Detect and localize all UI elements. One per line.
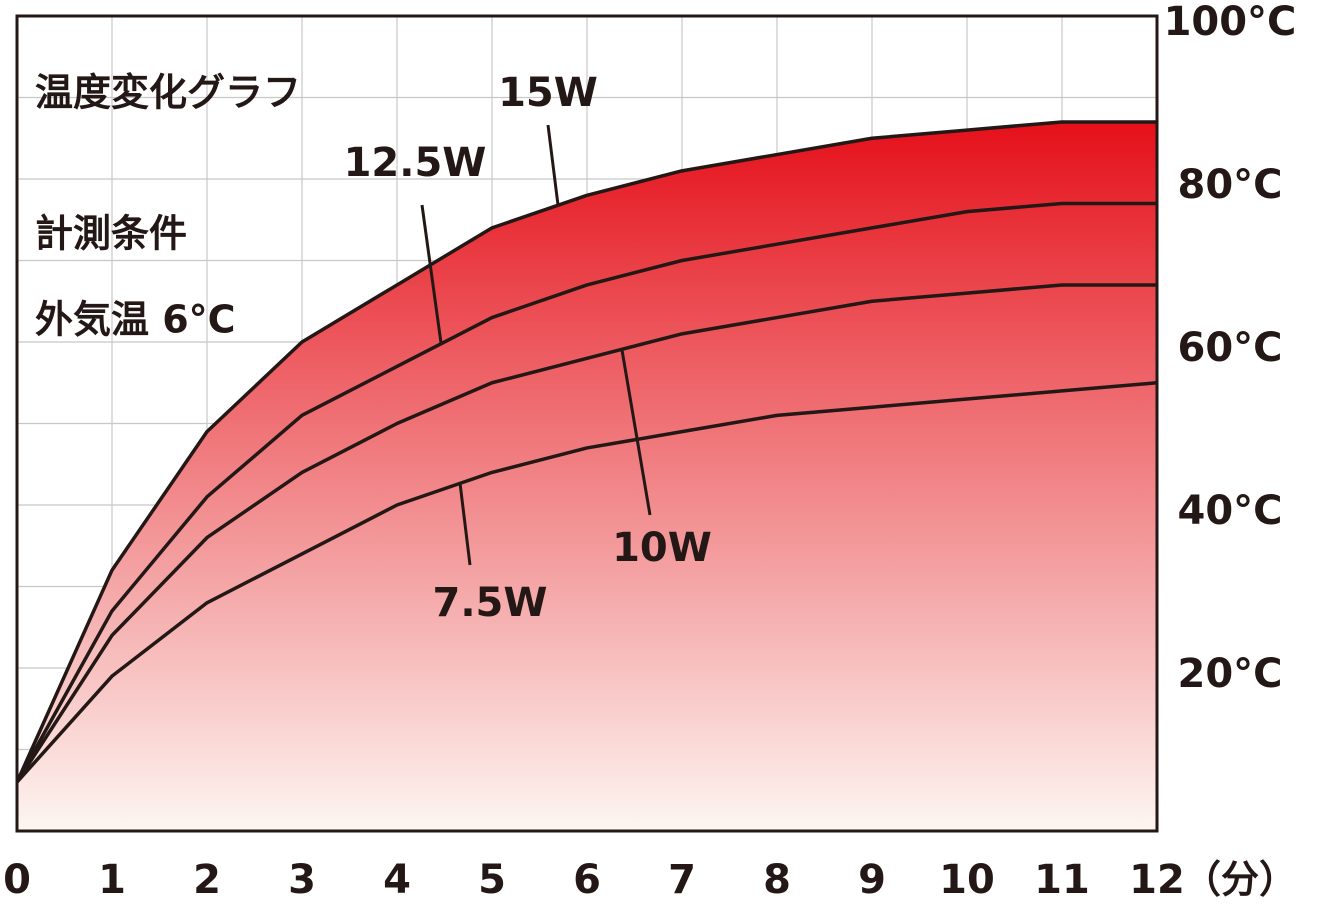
x-tick-label: 7: [668, 857, 696, 903]
x-tick-label: 6: [573, 857, 601, 903]
y-tick-label: 100°C: [1164, 0, 1297, 45]
x-tick-label: 8: [763, 857, 791, 903]
leader-line: [546, 124, 560, 206]
x-tick-label: 11: [1034, 857, 1090, 903]
leader-line: [620, 349, 652, 516]
area-fill: [17, 121, 1157, 831]
x-axis-unit: （分）: [1183, 858, 1297, 902]
x-tick-label: 2: [193, 857, 221, 903]
series-label: 7.5W: [433, 580, 548, 626]
x-tick-label: 12: [1129, 857, 1185, 903]
y-tick-label: 60°C: [1177, 325, 1282, 371]
x-tick-label: 3: [288, 857, 316, 903]
y-tick-label: 80°C: [1177, 162, 1282, 208]
series-line: [15, 283, 1157, 784]
x-tick-label: 1: [98, 857, 126, 903]
x-tick-label: 0: [3, 857, 31, 903]
y-tick-label: 40°C: [1177, 488, 1282, 534]
x-tick-label: 9: [858, 857, 886, 903]
chart-title: 温度変化グラフ: [35, 71, 301, 115]
x-tick-label: 4: [383, 857, 411, 903]
series-label: 10W: [612, 525, 712, 571]
chart-subtitle: 計測条件: [35, 212, 187, 256]
series-line: [15, 120, 1157, 783]
y-tick-label: 20°C: [1177, 651, 1282, 697]
leader-line: [420, 204, 443, 344]
annotation: 外気温 6°C: [35, 298, 236, 342]
series-label: 15W: [498, 70, 598, 116]
series-line: [15, 201, 1157, 783]
series-label: 12.5W: [344, 140, 487, 186]
series-line: [15, 381, 1158, 784]
x-tick-label: 10: [939, 857, 995, 903]
plot-frame: [15, 14, 1159, 833]
leader-line: [458, 482, 472, 566]
x-tick-label: 5: [478, 857, 506, 903]
